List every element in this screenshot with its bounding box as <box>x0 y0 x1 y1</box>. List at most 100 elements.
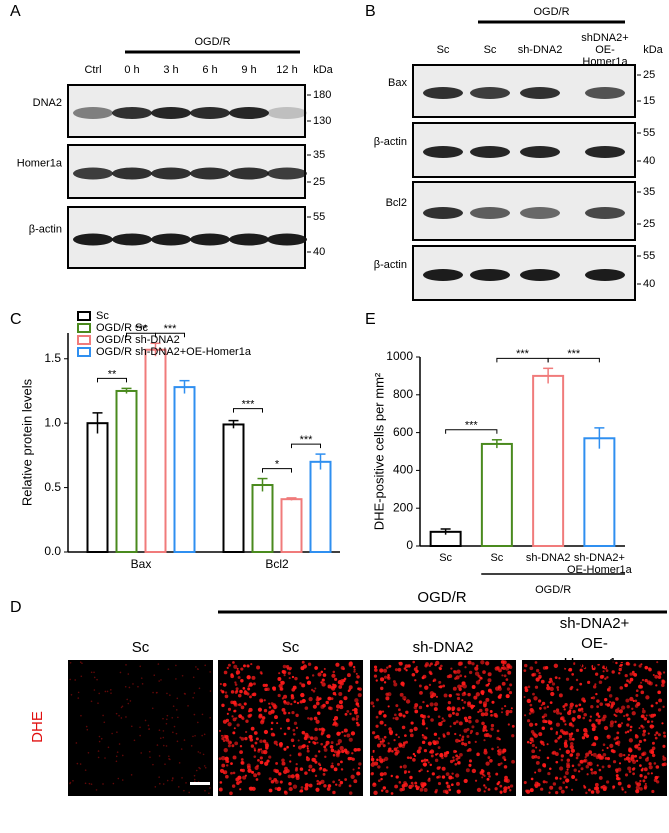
cell <box>635 789 640 794</box>
cell <box>350 731 356 736</box>
cell <box>654 674 659 679</box>
cell <box>259 756 263 760</box>
cell <box>590 705 594 709</box>
cell <box>642 779 646 783</box>
cell <box>171 717 174 719</box>
cell <box>657 708 662 712</box>
cell <box>280 680 284 685</box>
sig-label: *** <box>567 348 581 360</box>
sig-label: ** <box>108 368 117 380</box>
cell <box>501 681 506 686</box>
cell <box>471 768 477 774</box>
cell <box>287 671 291 675</box>
cell <box>283 732 287 736</box>
cell <box>591 727 596 732</box>
cell <box>445 781 449 785</box>
marker-label: 25 <box>643 69 655 81</box>
cell <box>450 783 454 787</box>
cell <box>304 771 308 775</box>
cell <box>158 729 161 731</box>
cell <box>301 660 305 664</box>
cell <box>632 699 635 702</box>
cell <box>592 742 597 747</box>
cell <box>654 733 657 737</box>
cell <box>218 729 222 732</box>
cell <box>483 739 486 742</box>
cell <box>285 718 290 723</box>
cell <box>193 778 196 781</box>
cell <box>341 730 344 734</box>
cell <box>172 731 174 734</box>
cell <box>524 714 527 717</box>
cell <box>650 715 653 718</box>
cell <box>602 714 607 719</box>
cell <box>630 754 635 759</box>
cell <box>549 785 554 790</box>
cell <box>529 666 534 671</box>
cell <box>595 789 600 794</box>
cell <box>286 745 289 749</box>
cell <box>257 772 261 776</box>
row-label: Bax <box>388 77 407 89</box>
cell <box>322 703 326 708</box>
cell <box>159 737 162 740</box>
cell <box>458 721 463 726</box>
band <box>267 167 307 180</box>
cell <box>301 683 306 688</box>
cell <box>551 751 555 755</box>
cell <box>615 776 620 781</box>
band <box>423 269 463 281</box>
cell <box>631 767 635 771</box>
cell <box>479 677 483 680</box>
cell <box>490 723 495 728</box>
cell <box>531 749 536 754</box>
cell <box>647 732 650 735</box>
cell <box>384 723 387 727</box>
cell <box>585 752 590 757</box>
cell <box>584 756 587 759</box>
band <box>423 207 463 219</box>
cell <box>434 663 437 667</box>
cell <box>564 702 568 707</box>
cell <box>650 704 654 708</box>
cell <box>447 701 452 705</box>
cell <box>623 714 626 718</box>
cell <box>448 713 452 718</box>
band <box>229 107 269 119</box>
cell <box>252 682 256 686</box>
cell <box>69 781 72 784</box>
cell <box>637 743 641 746</box>
row-label: Homer1a <box>17 157 63 169</box>
cell <box>487 688 492 693</box>
legend-label: OGD/R sh-DNA2 <box>96 334 180 346</box>
cell <box>606 703 611 707</box>
cell <box>595 718 600 723</box>
cell <box>141 683 144 685</box>
cell <box>244 736 248 741</box>
cell <box>372 782 376 786</box>
cell <box>588 719 592 722</box>
cell <box>240 679 244 683</box>
cell <box>550 691 555 697</box>
cell <box>375 715 379 719</box>
cell <box>307 662 312 666</box>
cell <box>434 790 438 794</box>
cell <box>568 709 572 712</box>
cell <box>299 767 304 771</box>
cell <box>158 776 160 778</box>
cell <box>428 777 431 780</box>
cell <box>481 721 485 726</box>
cell <box>491 747 494 751</box>
cell <box>594 672 599 676</box>
cell <box>167 668 170 670</box>
cell <box>618 762 622 765</box>
cell <box>372 749 375 752</box>
cell <box>565 749 571 754</box>
y-tick-label: 1.0 <box>44 415 61 429</box>
cell <box>658 698 663 703</box>
cell <box>312 741 315 744</box>
band <box>151 233 191 246</box>
cell <box>240 667 244 671</box>
cell <box>606 735 610 738</box>
cell <box>565 778 570 783</box>
